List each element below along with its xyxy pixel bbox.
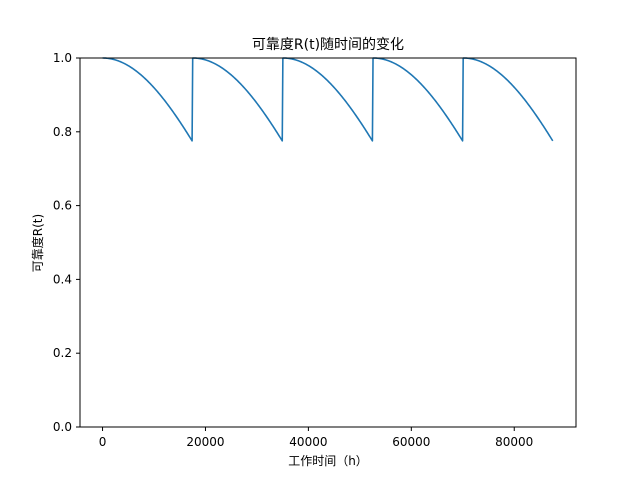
y-tick-label: 0.6 — [53, 199, 72, 213]
y-axis-label: 可靠度R(t) — [30, 214, 45, 272]
series-layer — [102, 57, 554, 142]
x-tick-label: 0 — [99, 435, 107, 449]
y-tick-label: 1.0 — [53, 51, 72, 65]
x-tick-label: 60000 — [392, 435, 430, 449]
y-axis-ticks: 0.0 0.2 0.4 0.6 0.8 1.0 — [53, 51, 80, 434]
y-tick-label: 0.8 — [53, 125, 72, 139]
chart-title: 可靠度R(t)随时间的变化 — [252, 37, 404, 53]
x-tick-label: 20000 — [186, 435, 224, 449]
y-tick-label: 0.0 — [53, 420, 72, 434]
plot-background — [80, 58, 576, 427]
plot-area — [79, 57, 577, 428]
reliability-series-line — [102, 57, 554, 142]
x-tick-label: 40000 — [289, 435, 327, 449]
x-axis-label: 工作时间（h） — [288, 454, 368, 468]
x-tick-label: 80000 — [495, 435, 533, 449]
plot-frame — [79, 57, 577, 428]
y-tick-label: 0.4 — [53, 272, 72, 286]
x-axis-ticks: 0 20000 40000 60000 80000 — [99, 427, 533, 449]
y-tick-label: 0.2 — [53, 346, 72, 360]
